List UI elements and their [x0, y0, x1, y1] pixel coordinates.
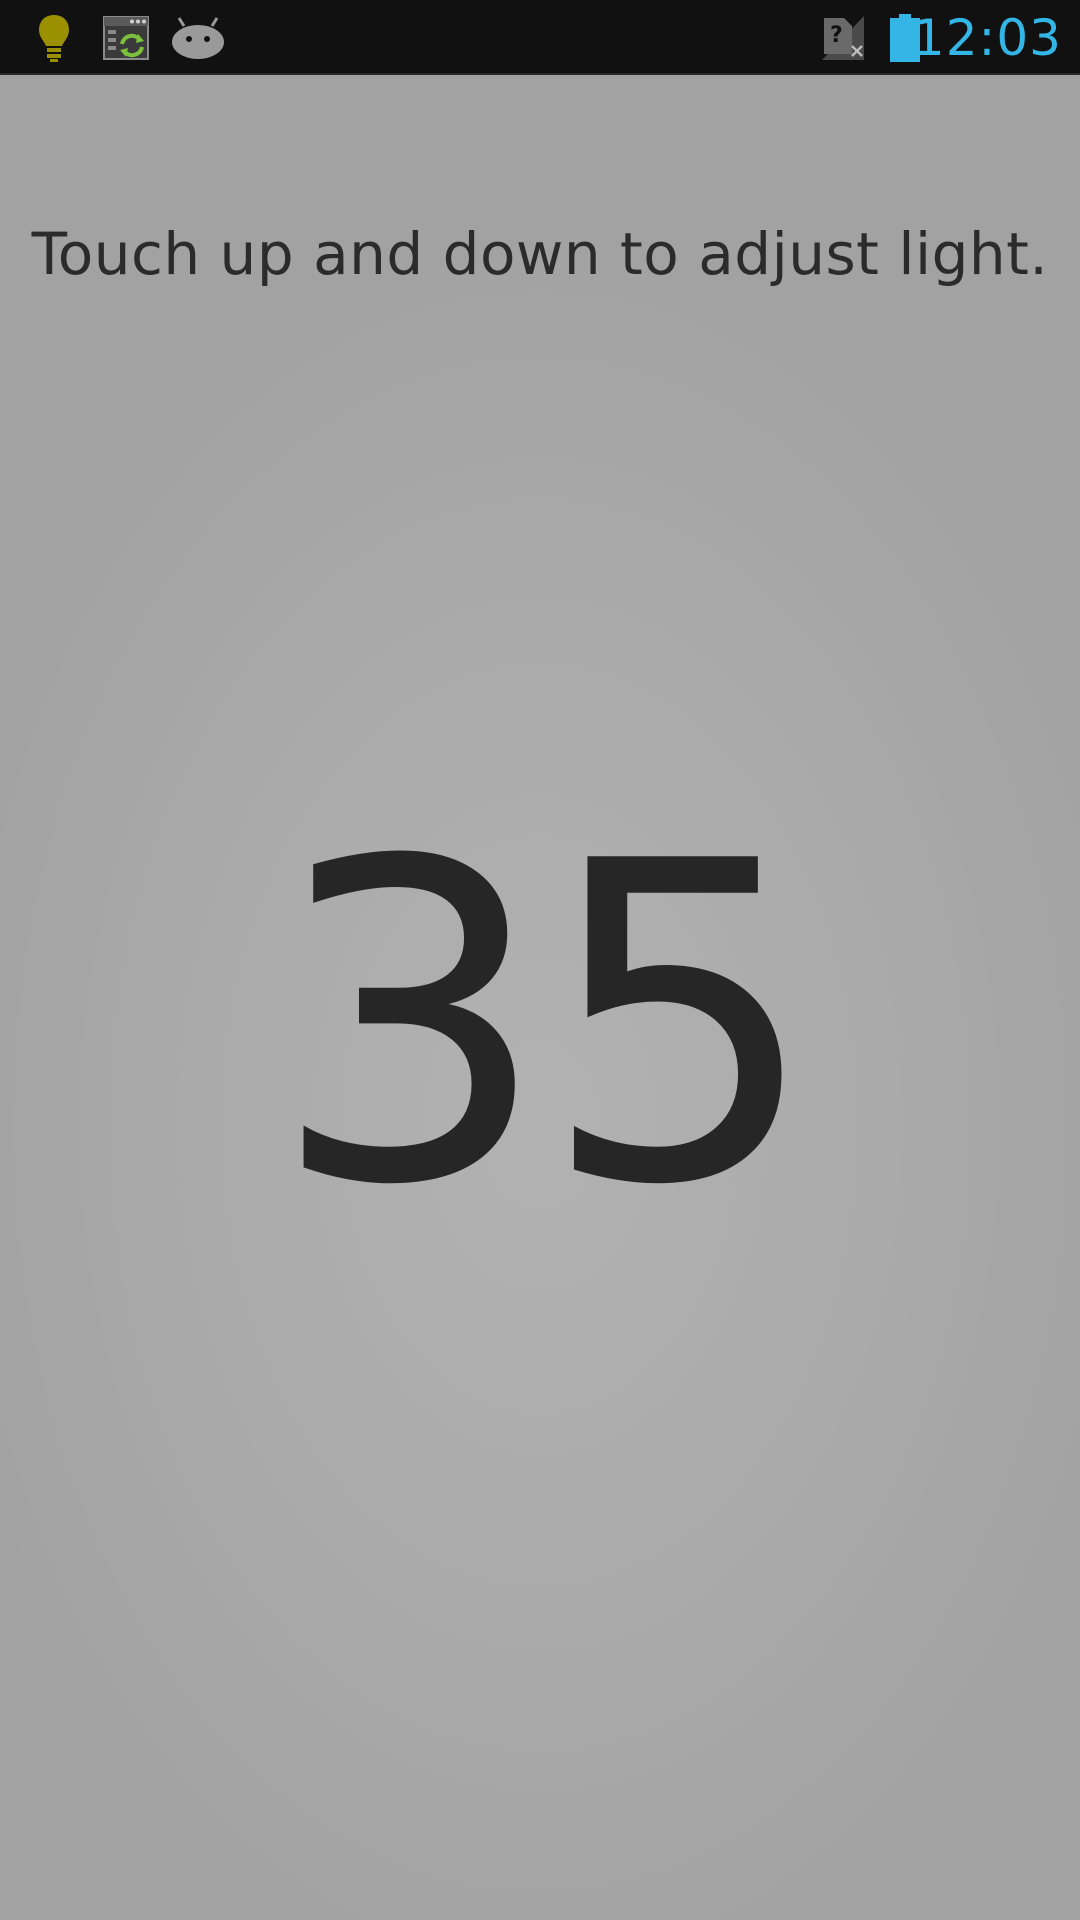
battery-icon [888, 10, 922, 66]
no-sim-icon: ? [820, 10, 866, 66]
svg-text:?: ? [830, 23, 843, 48]
light-adjust-area[interactable]: Touch up and down to adjust light. 35 [0, 75, 1080, 1920]
clock: 12:03 [912, 9, 1062, 67]
status-bar: ? 12:03 [0, 0, 1080, 75]
settings-sync-icon[interactable] [100, 10, 152, 66]
light-level-value: 35 [270, 769, 820, 1281]
android-icon[interactable] [168, 10, 228, 66]
instruction-text: Touch up and down to adjust light. [31, 220, 1049, 288]
lightbulb-icon[interactable] [30, 10, 78, 66]
